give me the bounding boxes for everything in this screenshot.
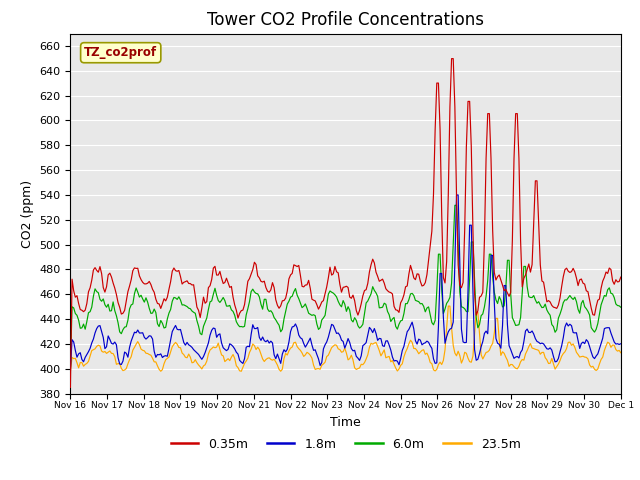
Legend: 0.35m, 1.8m, 6.0m, 23.5m: 0.35m, 1.8m, 6.0m, 23.5m	[166, 433, 525, 456]
Title: Tower CO2 Profile Concentrations: Tower CO2 Profile Concentrations	[207, 11, 484, 29]
Y-axis label: CO2 (ppm): CO2 (ppm)	[21, 180, 34, 248]
Text: TZ_co2prof: TZ_co2prof	[84, 46, 157, 59]
X-axis label: Time: Time	[330, 416, 361, 429]
